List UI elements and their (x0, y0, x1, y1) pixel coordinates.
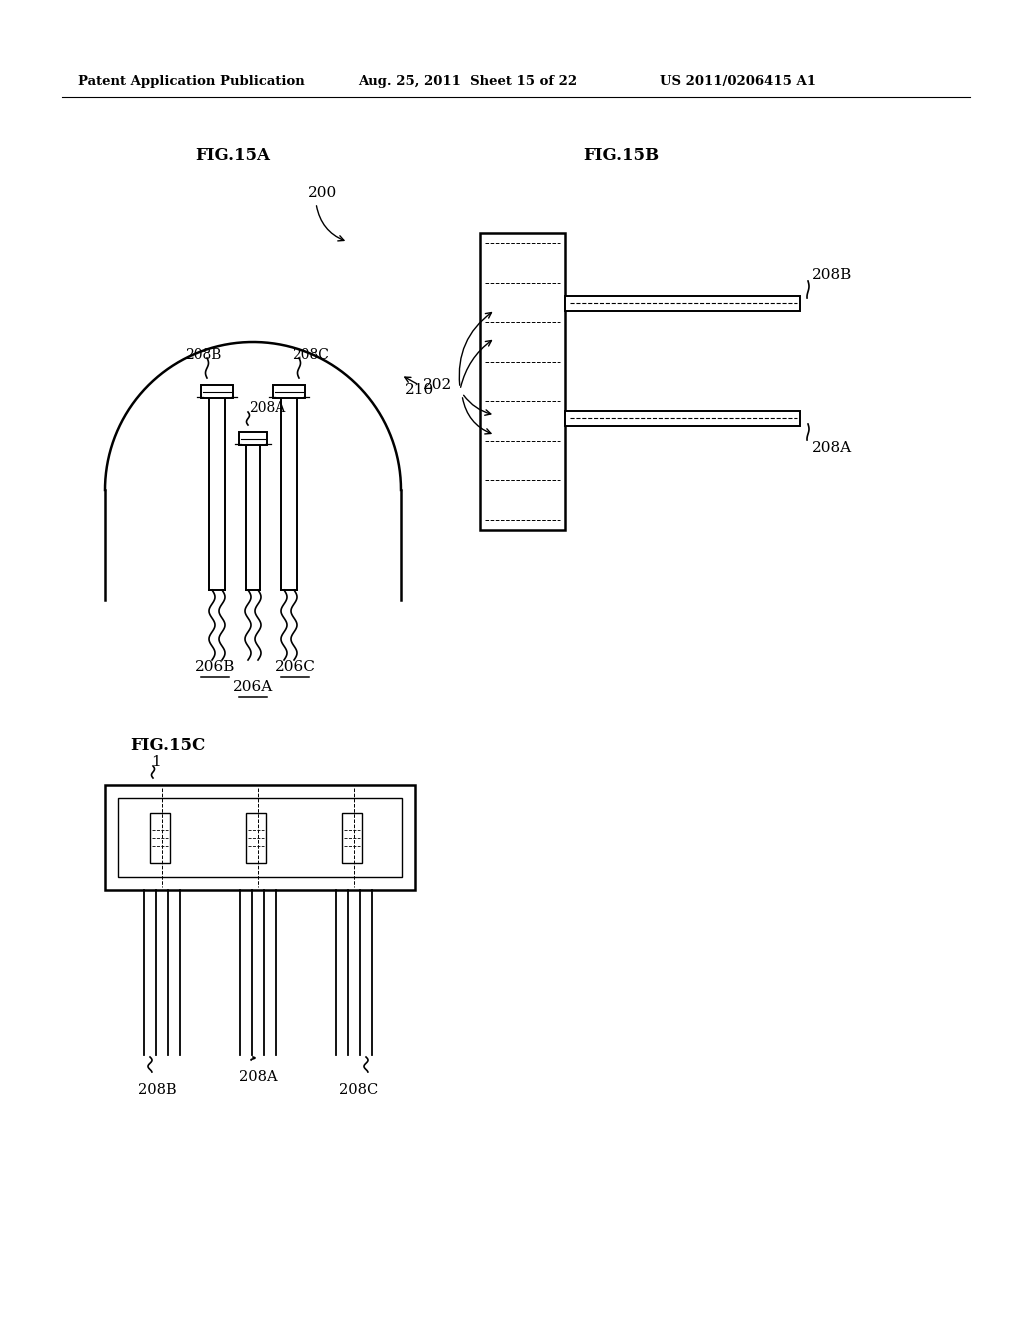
Text: 210: 210 (406, 383, 434, 397)
Bar (239, 432, 267, 445)
Text: 200: 200 (308, 186, 337, 201)
Bar (565, 411, 800, 425)
Bar (201, 385, 233, 399)
Text: FIG.15A: FIG.15A (195, 147, 270, 164)
Text: US 2011/0206415 A1: US 2011/0206415 A1 (660, 75, 816, 88)
Text: 208B: 208B (812, 268, 852, 282)
Text: 1: 1 (152, 755, 161, 770)
Text: FIG.15B: FIG.15B (583, 147, 659, 164)
Text: 206A: 206A (232, 680, 273, 694)
Bar (105, 785, 415, 890)
Text: 206B: 206B (195, 660, 236, 675)
Bar (341, 813, 361, 862)
Text: 208A: 208A (812, 441, 852, 455)
Text: 208A: 208A (249, 401, 286, 414)
Text: 208B: 208B (137, 1082, 176, 1097)
Bar (273, 385, 305, 399)
Text: 206C: 206C (274, 660, 315, 675)
Text: 208B: 208B (185, 348, 221, 362)
Bar (480, 234, 565, 531)
Bar (246, 813, 265, 862)
Text: FIG.15C: FIG.15C (130, 737, 205, 754)
Bar (150, 813, 170, 862)
Text: Patent Application Publication: Patent Application Publication (78, 75, 305, 88)
Text: Aug. 25, 2011  Sheet 15 of 22: Aug. 25, 2011 Sheet 15 of 22 (358, 75, 578, 88)
Bar (118, 799, 402, 876)
Text: 202: 202 (423, 378, 453, 392)
Text: 208C: 208C (339, 1082, 379, 1097)
Text: 208A: 208A (239, 1071, 278, 1084)
Text: 208C: 208C (292, 348, 329, 362)
Bar (565, 296, 800, 310)
